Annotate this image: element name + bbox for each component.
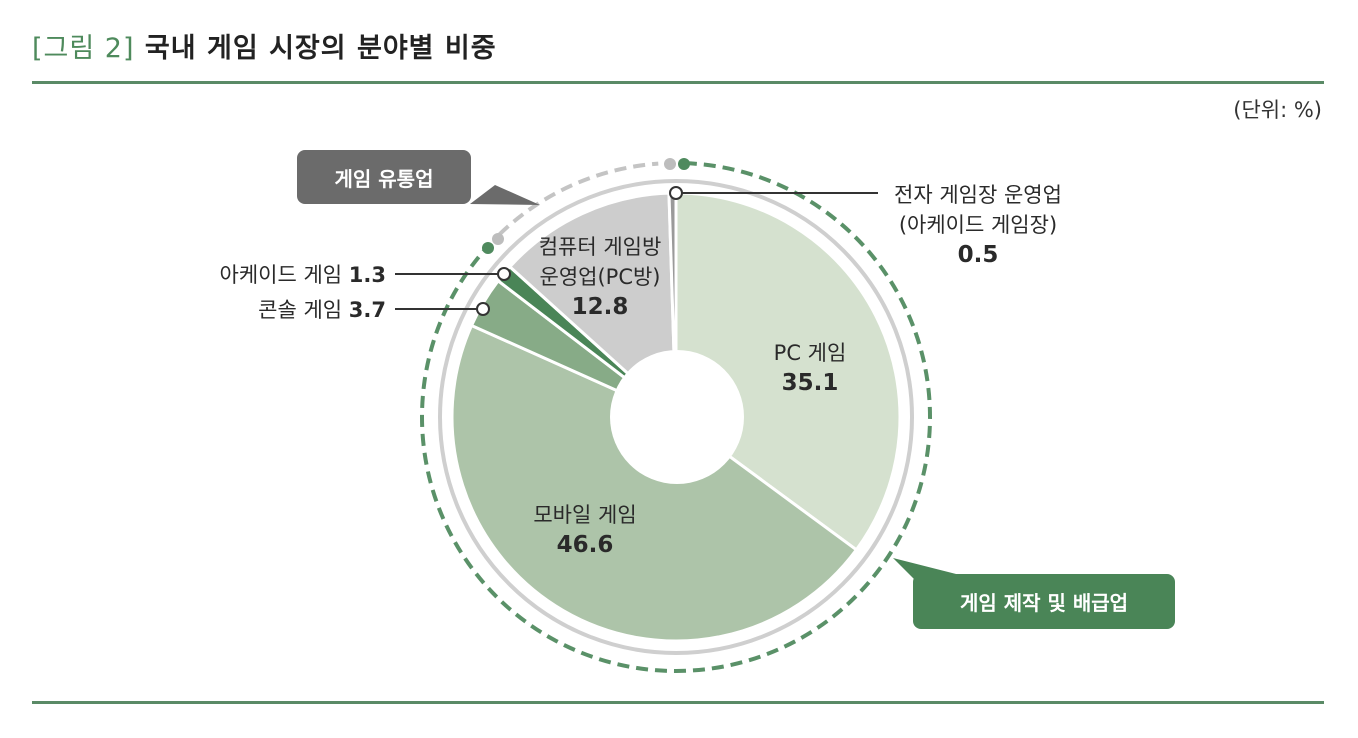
- pc-game-value: 35.1: [781, 370, 839, 396]
- arcade-site-label: 전자 게임장 운영업 (아케이드 게임장) 0.5: [868, 180, 1088, 270]
- console-game-value: 3.7: [348, 298, 386, 322]
- pc-bang-name-line1: 컴퓨터 게임방: [538, 235, 662, 259]
- ring-dot-gray-top: [664, 158, 676, 170]
- figure-number: [그림 2]: [32, 33, 135, 64]
- pc-game-name: PC 게임: [773, 341, 847, 365]
- pc-bang-name-line2: 운영업(PC방): [539, 265, 661, 289]
- slice-4: [507, 191, 678, 421]
- figure-title: [그림 2] 국내 게임 시장의 분야별 비중: [32, 26, 497, 65]
- arcade-site-value: 0.5: [957, 242, 999, 268]
- leader-dot-arcade-game: [497, 267, 511, 281]
- slice-0: [674, 191, 902, 552]
- donut-hole: [610, 350, 744, 484]
- slice-1: [450, 323, 859, 643]
- bottom-rule: [32, 701, 1324, 704]
- mobile-game-name: 모바일 게임: [533, 503, 637, 527]
- arcade-game-name: 아케이드 게임: [219, 263, 343, 287]
- leader-dot-console: [476, 302, 490, 316]
- mobile-game-label: 모바일 게임 46.6: [510, 500, 660, 560]
- unit-label: (단위: %): [1233, 98, 1322, 122]
- arcade-site-name-line1: 전자 게임장 운영업: [894, 183, 1062, 207]
- pc-game-label: PC 게임 35.1: [740, 338, 880, 398]
- arcade-site-name-line2: (아케이드 게임장): [898, 213, 1058, 237]
- distribution-group-ring: [498, 161, 659, 236]
- distribution-callout: 게임 유통업: [297, 150, 471, 204]
- ring-dot-gray-left: [492, 233, 504, 245]
- top-rule: [32, 81, 1324, 84]
- mobile-game-value: 46.6: [556, 532, 614, 558]
- console-game-name: 콘솔 게임: [258, 298, 343, 322]
- production-callout: 게임 제작 및 배급업: [913, 574, 1175, 629]
- inner-ring: [438, 179, 914, 655]
- ring-dot-green-left: [482, 242, 494, 254]
- leader-dot-arcade-site: [669, 186, 683, 200]
- pc-bang-label: 컴퓨터 게임방 운영업(PC방) 12.8: [525, 232, 675, 322]
- console-game-label: 콘솔 게임 3.7: [258, 294, 386, 324]
- pc-bang-value: 12.8: [571, 294, 629, 320]
- figure-title-text: 국내 게임 시장의 분야별 비중: [144, 33, 497, 64]
- distribution-callout-tail: [470, 185, 540, 205]
- production-group-ring: [420, 161, 932, 673]
- ring-dot-green-top: [678, 158, 690, 170]
- arcade-game-label: 아케이드 게임 1.3: [220, 259, 387, 289]
- arcade-game-value: 1.3: [348, 263, 386, 287]
